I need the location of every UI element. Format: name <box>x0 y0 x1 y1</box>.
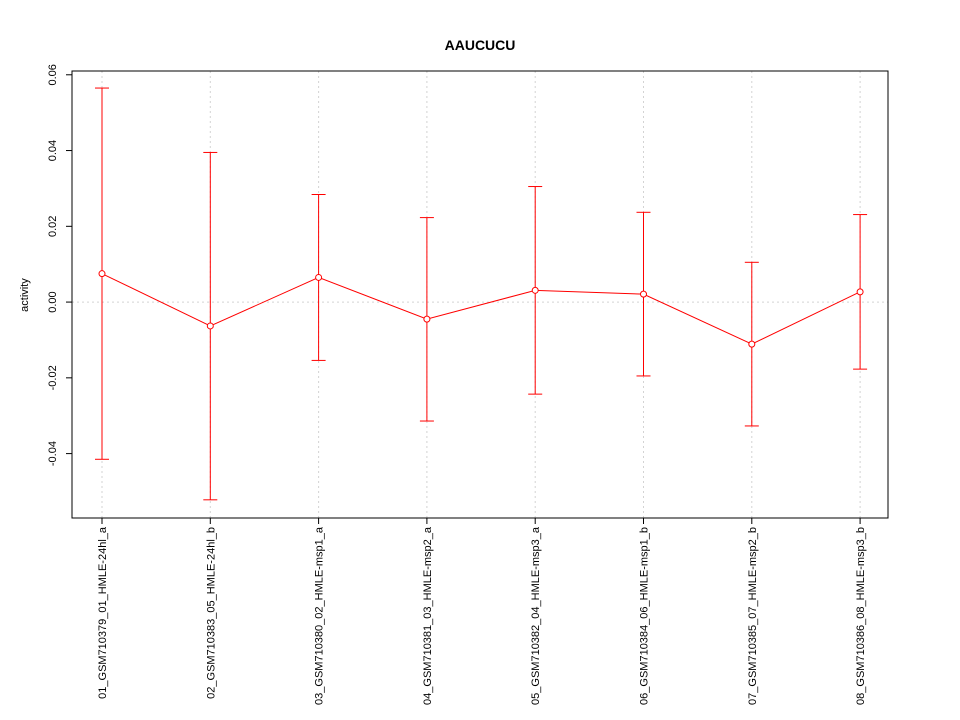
x-tick-label: 04_GSM710381_03_HMLE-msp2_a <box>422 526 434 705</box>
data-point <box>98 270 106 278</box>
y-axis: -0.04 -0.02 0.00 0.02 0.04 0.06 <box>47 64 72 466</box>
data-point <box>423 315 431 323</box>
x-tick-label: 01_GSM710379_01_HMLE-24hl_a <box>97 526 109 699</box>
data-point <box>748 340 756 348</box>
y-tick-label: 0.06 <box>47 64 59 85</box>
chart-title: AAUCUCU <box>445 37 516 53</box>
x-tick-label: 06_GSM710384_06_HMLE-msp1_b <box>639 527 651 705</box>
y-tick-label: -0.02 <box>47 365 59 390</box>
y-tick-label: -0.04 <box>47 441 59 466</box>
plot-frame <box>71 70 889 519</box>
data-point <box>856 288 864 296</box>
y-axis-label: activity <box>19 278 31 312</box>
grid <box>101 71 861 518</box>
y-tick-label: 0.02 <box>47 216 59 237</box>
x-tick-label: 08_GSM710386_08_HMLE-msp3_b <box>855 527 867 705</box>
y-tick-label: 0.04 <box>47 140 59 161</box>
data-point <box>315 273 323 281</box>
data-point <box>640 290 647 298</box>
data-layer <box>95 87 868 501</box>
data-point <box>206 322 214 330</box>
data-point <box>531 286 539 294</box>
x-tick-label: 03_GSM710380_02_HMLE-msp1_a <box>314 526 326 705</box>
x-axis: 01_GSM710379_01_HMLE-24hl_a 02_GSM710383_… <box>97 518 867 705</box>
x-tick-label: 02_GSM710383_05_HMLE-24hl_b <box>205 527 217 699</box>
y-tick-label: 0.00 <box>47 291 59 312</box>
x-tick-label: 07_GSM710385_07_HMLE-msp2_b <box>747 527 759 705</box>
series-line <box>101 273 861 345</box>
x-tick-label: 05_GSM710382_04_HMLE-msp3_a <box>530 526 542 705</box>
